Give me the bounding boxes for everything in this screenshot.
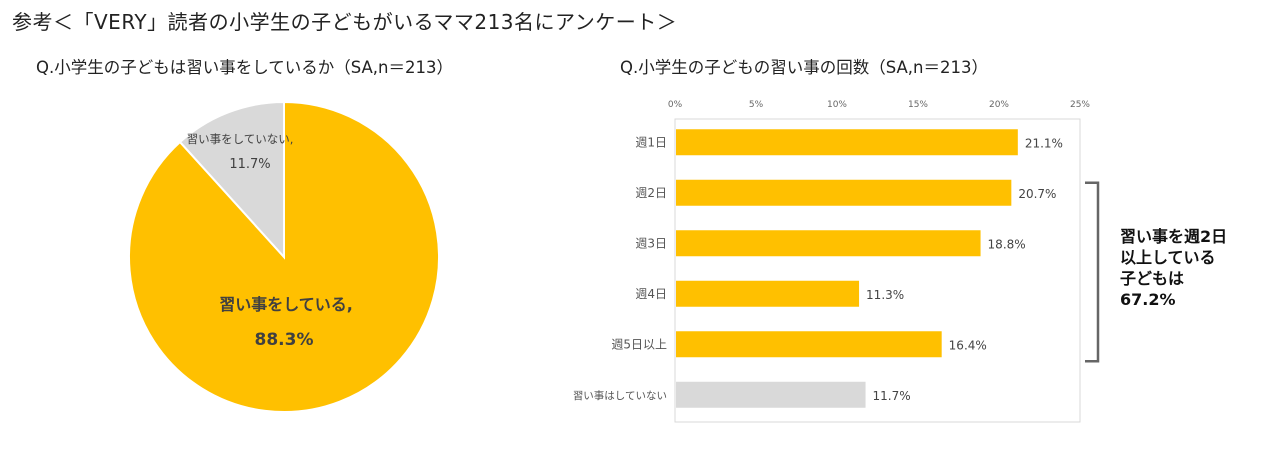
bracket <box>1085 181 1100 363</box>
data-label: 11.7% <box>873 389 911 403</box>
annotation-line: 習い事を週2日 <box>1120 227 1228 246</box>
y-tick-label: 習い事はしていない <box>573 389 667 402</box>
x-tick-label: 20% <box>989 100 1009 110</box>
data-label: 11.3% <box>866 288 904 302</box>
bar <box>676 230 981 257</box>
bar <box>676 331 942 358</box>
bar <box>676 129 1018 156</box>
y-tick-label: 週2日 <box>635 186 667 200</box>
x-tick-label: 0% <box>668 100 683 110</box>
y-tick-label: 週4日 <box>635 287 667 301</box>
pie-slice <box>178 100 285 260</box>
x-tick-label: 15% <box>908 100 928 110</box>
pie-value-label: 11.7% <box>229 157 270 172</box>
y-tick-label: 週3日 <box>635 236 667 250</box>
bar <box>676 280 860 307</box>
data-label: 18.8% <box>988 237 1026 251</box>
data-label: 20.7% <box>1018 187 1056 201</box>
bar <box>676 179 1012 206</box>
y-tick-label: 週1日 <box>635 135 667 149</box>
x-tick-label: 10% <box>827 100 847 110</box>
x-tick-label: 25% <box>1070 100 1090 110</box>
data-label: 21.1% <box>1025 136 1063 150</box>
pie-chart-title: Q.小学生の子どもは習い事をしているか（SA,n＝213） <box>36 58 454 77</box>
pie-label: 習い事をしていない, <box>187 132 294 146</box>
pie-label: 習い事をしている, <box>219 295 353 314</box>
plot-area <box>674 118 1081 423</box>
annotation-line: 以上している <box>1120 248 1216 267</box>
bracket-annotation: 習い事を週2日 以上している 子どもは 67.2% <box>1120 226 1227 310</box>
data-label: 16.4% <box>949 338 987 352</box>
y-tick-label: 週5日以上 <box>611 337 667 351</box>
pie-value-label: 88.3% <box>255 330 314 350</box>
annotation-line: 67.2% <box>1120 290 1176 309</box>
bar-chart-title: Q.小学生の子どもの習い事の回数（SA,n＝213） <box>620 58 988 77</box>
bar <box>676 381 866 408</box>
annotation-line: 子どもは <box>1120 269 1185 288</box>
x-tick-label: 5% <box>749 100 764 110</box>
page-title: 参考＜「VERY」読者の小学生の子どもがいるママ213名にアンケート＞ <box>12 10 678 34</box>
